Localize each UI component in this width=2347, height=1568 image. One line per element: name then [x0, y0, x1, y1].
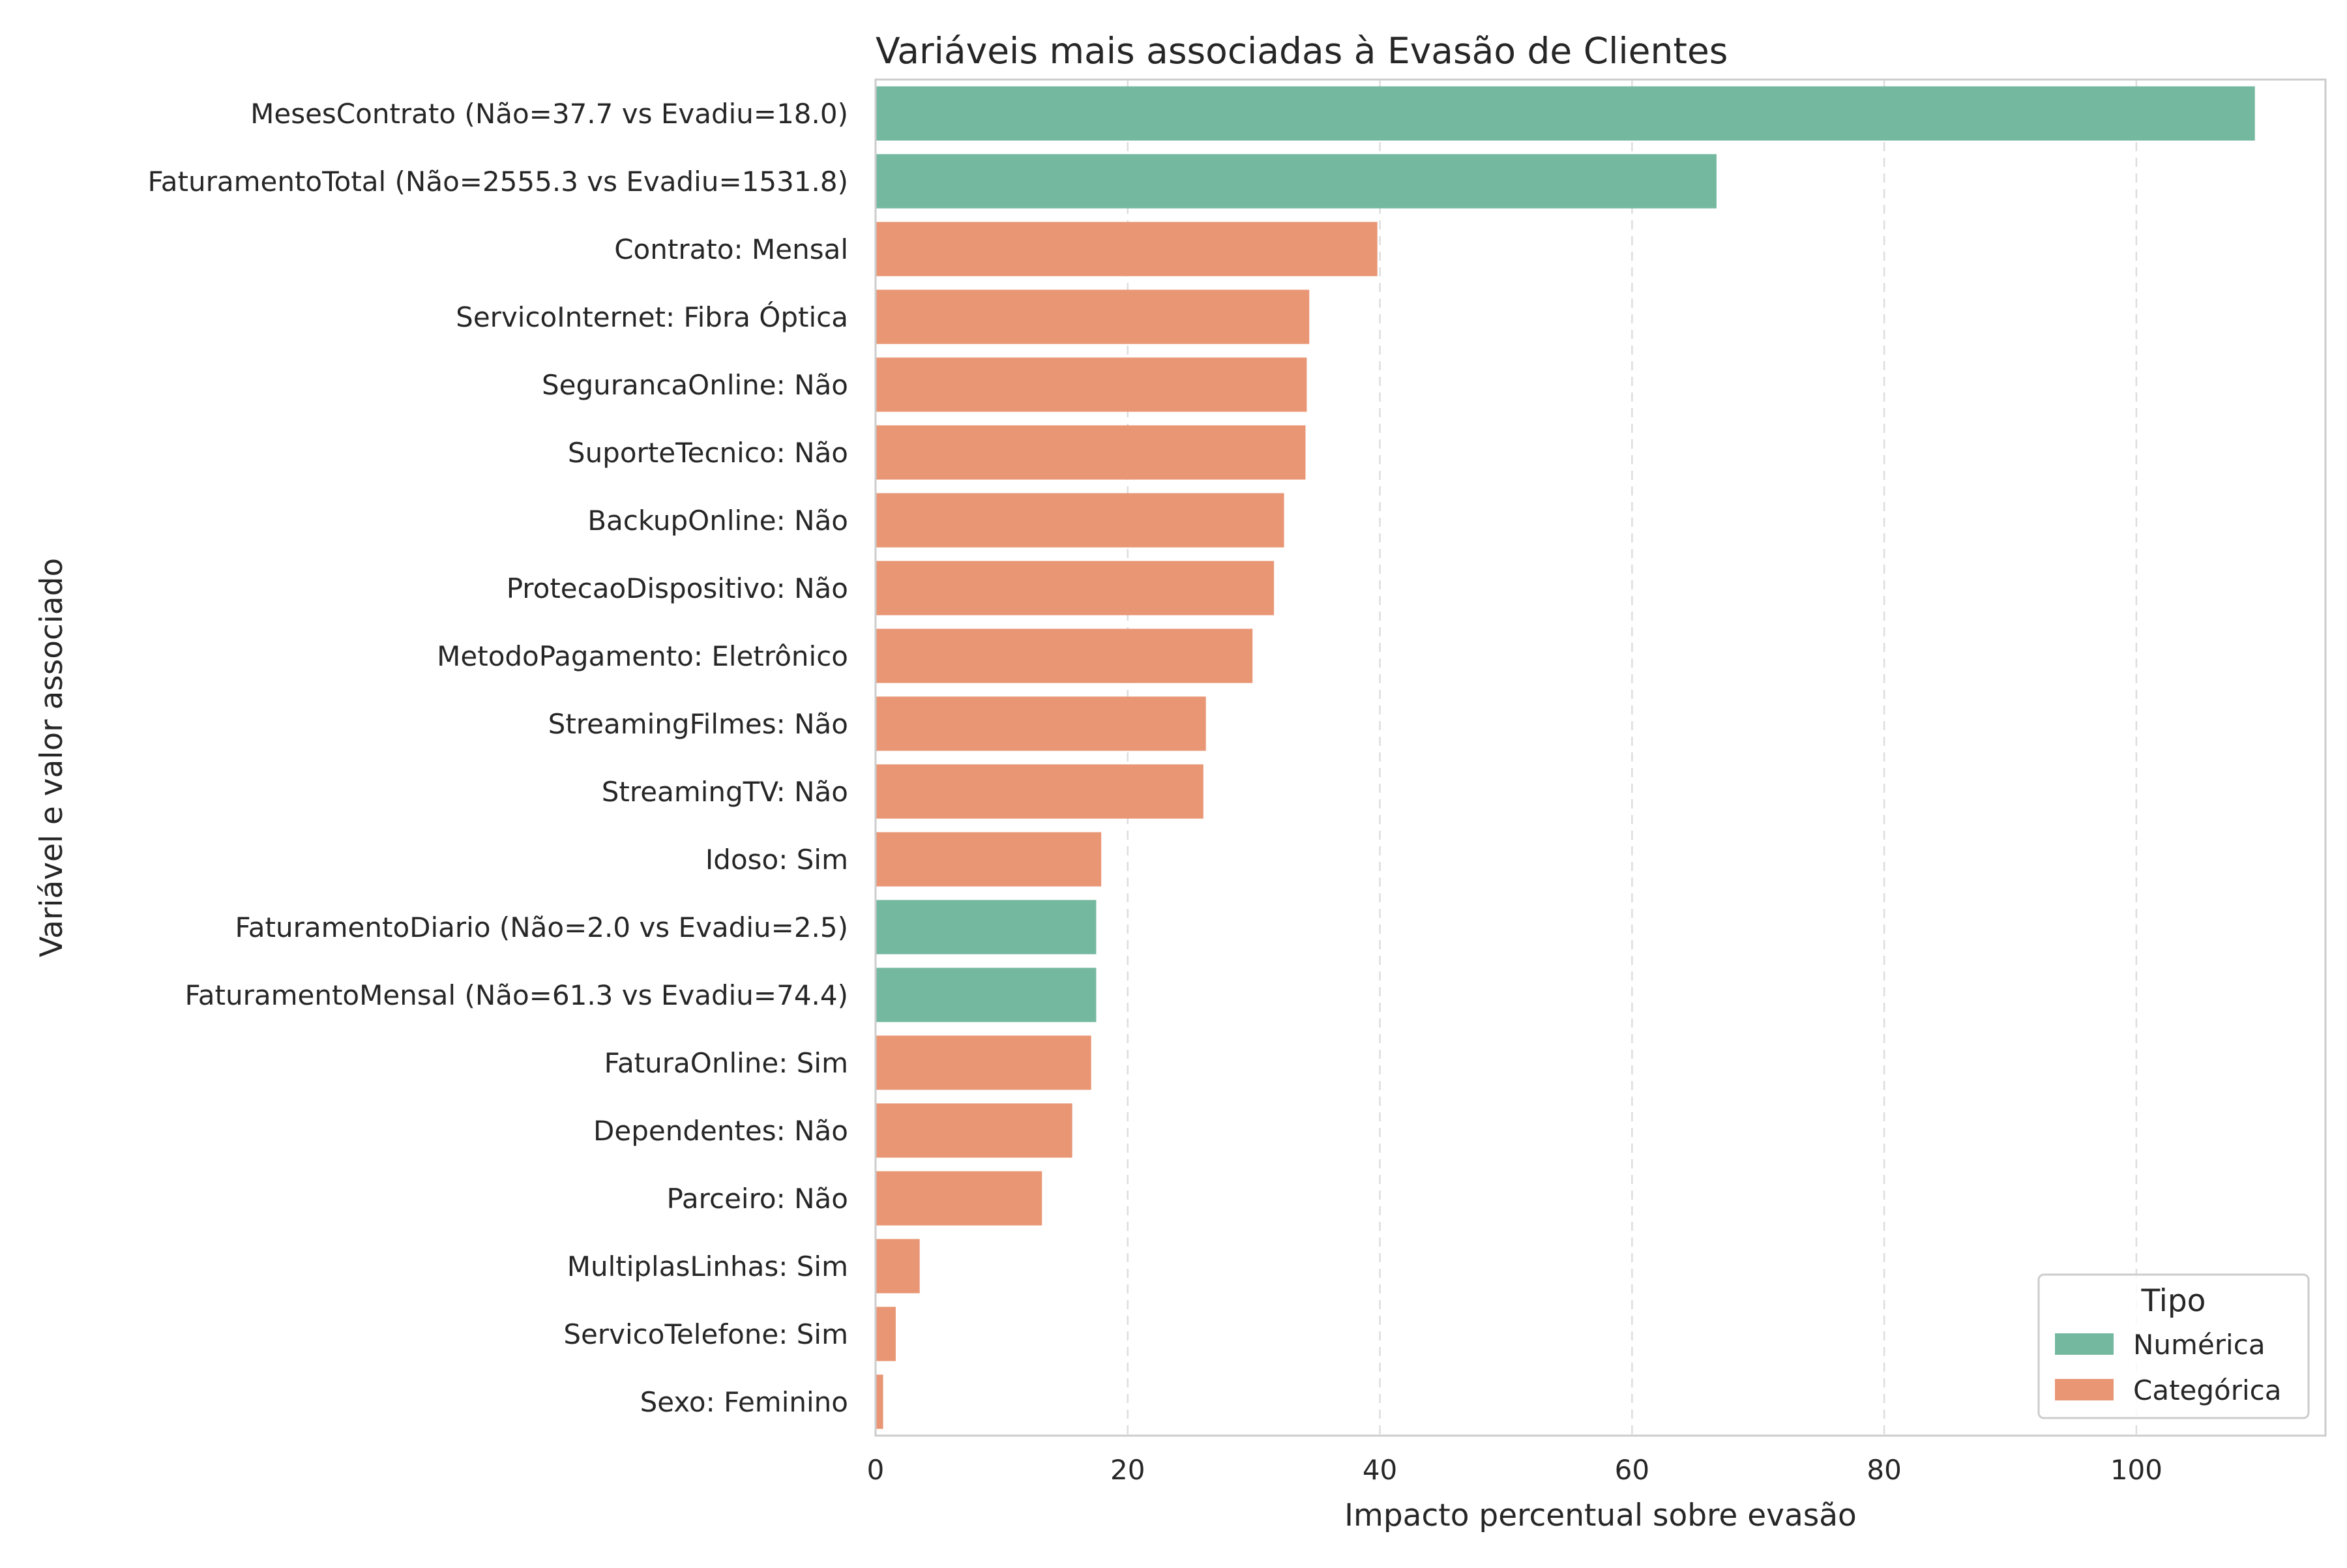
x-tick-label: 20: [1110, 1454, 1145, 1486]
bar: [876, 968, 1097, 1022]
y-axis-ticks: MesesContrato (Não=37.7 vs Evadiu=18.0) F…: [147, 98, 848, 1418]
y-tick-label: Dependentes: Não: [593, 1115, 848, 1147]
y-tick-label: FaturamentoMensal (Não=61.3 vs Evadiu=74…: [185, 979, 848, 1011]
y-tick-label: Contrato: Mensal: [614, 233, 848, 265]
y-tick-label: ServicoInternet: Fibra Óptica: [456, 301, 848, 333]
bar: [876, 1239, 920, 1294]
bar: [876, 1171, 1042, 1226]
bar: [876, 561, 1275, 615]
legend: Tipo Numérica Categórica: [2037, 1273, 2310, 1419]
bar: [876, 696, 1206, 751]
y-axis-label: Variável e valor associado: [34, 558, 70, 958]
y-tick-label: SegurancaOnline: Não: [542, 369, 848, 401]
y-tick-label: Sexo: Feminino: [640, 1386, 848, 1418]
bar: [876, 154, 1717, 209]
bar: [876, 86, 2255, 141]
bar: [876, 1374, 883, 1429]
y-tick-label: MetodoPagamento: Eletrônico: [437, 640, 848, 672]
bar: [876, 900, 1097, 954]
y-tick-label: FaturamentoTotal (Não=2555.3 vs Evadiu=1…: [147, 166, 848, 198]
legend-swatch: [2055, 1333, 2114, 1355]
bar: [876, 629, 1253, 683]
bar: [876, 832, 1102, 887]
bar: [876, 425, 1306, 480]
y-tick-label: StreamingFilmes: Não: [548, 708, 848, 740]
bar: [876, 222, 1378, 276]
x-tick-label: 40: [1363, 1454, 1397, 1486]
y-tick-label: StreamingTV: Não: [602, 776, 848, 808]
x-axis-label: Impacto percentual sobre evasão: [1344, 1498, 1857, 1533]
legend-entry-label: Numérica: [2133, 1329, 2266, 1361]
bar: [876, 357, 1307, 412]
y-tick-label: BackupOnline: Não: [587, 505, 848, 537]
grid-layer: [1127, 80, 2138, 1436]
x-tick-label: 80: [1867, 1454, 1901, 1486]
legend-swatch: [2055, 1379, 2114, 1400]
y-tick-label: ServicoTelefone: Sim: [563, 1318, 848, 1350]
y-tick-label: Idoso: Sim: [705, 844, 848, 876]
bar: [876, 764, 1203, 819]
bar: [876, 1035, 1091, 1090]
y-tick-label: FaturaOnline: Sim: [604, 1047, 848, 1079]
bar: [876, 493, 1284, 548]
y-tick-label: Parceiro: Não: [666, 1183, 848, 1215]
legend-entries: Numérica Categórica: [2055, 1329, 2282, 1406]
x-tick-label: 0: [867, 1454, 885, 1486]
y-tick-label: ProtecaoDispositivo: Não: [507, 572, 848, 604]
bars: [876, 86, 2255, 1429]
bar: [876, 289, 1310, 344]
y-tick-label: MesesContrato (Não=37.7 vs Evadiu=18.0): [250, 98, 848, 130]
x-tick-label: 100: [2110, 1454, 2162, 1486]
plot-frame: [874, 78, 2327, 1437]
x-tick-label: 60: [1615, 1454, 1649, 1486]
y-tick-label: SuporteTecnico: Não: [568, 437, 848, 469]
bar: [876, 1307, 896, 1361]
y-tick-label: MultiplasLinhas: Sim: [567, 1250, 848, 1282]
y-tick-label: FaturamentoDiario (Não=2.0 vs Evadiu=2.5…: [235, 911, 848, 943]
bar: [876, 1103, 1072, 1158]
x-axis-ticks: 0 20 40 60 80 100: [867, 1454, 2162, 1486]
legend-title: Tipo: [2141, 1283, 2206, 1319]
chart-title: Variáveis mais associadas à Evasão de Cl…: [876, 30, 1728, 72]
legend-entry-label: Categórica: [2133, 1374, 2282, 1406]
